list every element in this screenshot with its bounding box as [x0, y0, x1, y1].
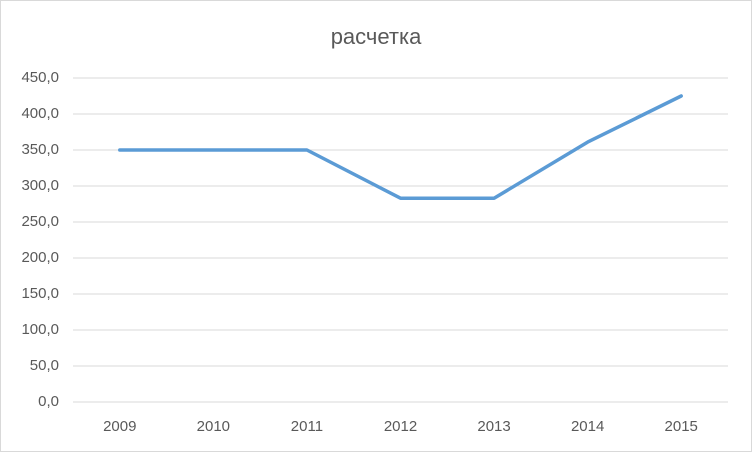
- x-tick-label: 2009: [103, 418, 136, 435]
- chart-title: расчетка: [331, 24, 422, 49]
- y-tick-label: 250,0: [21, 213, 59, 230]
- x-tick-label: 2015: [665, 418, 698, 435]
- x-tick-label: 2013: [477, 418, 510, 435]
- y-tick-label: 300,0: [21, 177, 59, 194]
- y-tick-label: 450,0: [21, 69, 59, 86]
- y-tick-label: 100,0: [21, 321, 59, 338]
- y-tick-label: 400,0: [21, 105, 59, 122]
- x-tick-label: 2011: [291, 418, 323, 435]
- y-tick-label: 0,0: [38, 393, 59, 410]
- x-tick-label: 2012: [384, 418, 417, 435]
- y-tick-label: 50,0: [30, 357, 59, 374]
- x-tick-label: 2014: [571, 418, 604, 435]
- y-tick-label: 350,0: [21, 141, 59, 158]
- y-tick-label: 150,0: [21, 285, 59, 302]
- line-series: [118, 94, 683, 200]
- x-tick-label: 2010: [197, 418, 230, 435]
- y-tick-label: 200,0: [21, 249, 59, 266]
